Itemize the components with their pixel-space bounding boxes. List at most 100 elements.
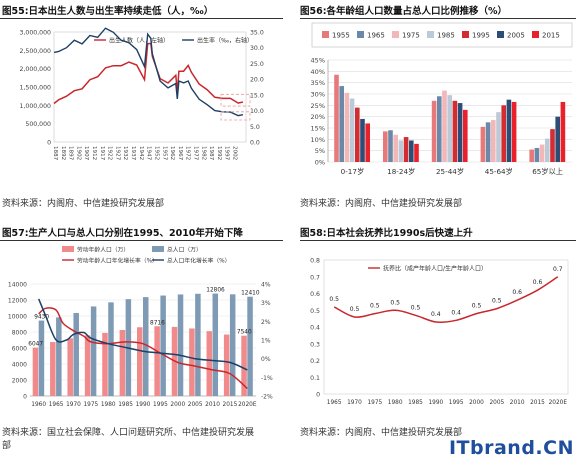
y-right-tick: 0.0	[250, 140, 260, 147]
y-right-tick: 30.0	[250, 45, 264, 52]
y-tick: 0	[316, 392, 320, 399]
figure-number: 图55:	[2, 6, 29, 17]
series-births-line	[53, 42, 244, 105]
data-label: 0.5	[350, 306, 360, 313]
x-tick: 1957	[161, 146, 167, 161]
x-tick: 45-64岁	[485, 167, 513, 176]
legend-label: 1965	[367, 32, 385, 40]
plot-frame	[53, 31, 247, 143]
bar	[491, 120, 496, 162]
legend-swatch	[357, 31, 364, 38]
panel-working-pop: 图57:生产人口与总人口分别在1995、2010年开始下降 劳动年龄人口（万） 总…	[0, 222, 285, 461]
legend-label: 1975	[402, 32, 420, 40]
y-right-tick: 25.0	[250, 61, 264, 68]
bar	[360, 118, 365, 162]
bar	[550, 129, 555, 162]
x-tick: 1912	[91, 146, 97, 160]
legend-label: 2005	[507, 32, 525, 40]
panel-birth: 图55:日本出生人数与出生率持续走低（人，‰） 0 500,000 1,000,00…	[0, 0, 285, 220]
bar	[388, 130, 393, 162]
y-right-tick: 1%	[261, 338, 271, 345]
legend-swatch	[497, 31, 504, 38]
x-tick: 1947	[146, 146, 152, 161]
legend-label: 总人口年化增长率（%）	[167, 257, 230, 265]
x-tick: 1975	[83, 402, 98, 408]
bar	[457, 103, 463, 162]
bar	[365, 123, 370, 162]
data-label: 0.5	[411, 304, 421, 311]
bar-working-age	[241, 335, 247, 396]
bar-total	[108, 302, 114, 396]
y-tick: 0.3	[310, 341, 320, 348]
title-text: 各年龄组人口数量占总人口比例推移（%）	[326, 6, 508, 17]
plot-frame	[323, 259, 569, 395]
y-left-tick: 2000	[12, 378, 27, 385]
source-note: 资料来源：内阁府、中信建投研究发展部	[2, 199, 165, 209]
panel-age-groups: 图56:各年龄组人口数量占总人口比例推移（%） 1955 1965 1975 1985…	[300, 0, 580, 220]
bar	[414, 143, 419, 162]
bar	[496, 112, 501, 162]
legend-swatch	[532, 31, 539, 38]
bar	[383, 131, 388, 162]
bar	[403, 137, 409, 162]
x-tick: 2010	[205, 402, 220, 408]
y-left-tick: 3,000,000	[20, 30, 52, 37]
legend-swatch	[462, 31, 469, 38]
x-tick: 1992	[216, 146, 222, 160]
bar	[529, 149, 534, 162]
source-note: 资料来源：内阁府、中信建投研究发展部	[300, 428, 463, 438]
bar-total	[73, 313, 79, 396]
legend-label: 1985	[437, 32, 455, 40]
bar	[506, 99, 512, 162]
y-left-tick: 2,500,000	[20, 48, 52, 55]
y-tick: 35%	[311, 79, 325, 87]
y-right-tick: -2%	[261, 394, 273, 401]
bar	[339, 86, 344, 162]
data-label: 0.5	[370, 303, 380, 310]
site-watermark: ITbrand.CN	[449, 437, 574, 459]
panel-dependency: 图58:日本社会抚养比1990s后快速上升 0 0.1 0.2 0.3 0.4 0.5 0.…	[300, 222, 580, 461]
bar-working-age	[223, 334, 230, 396]
bar-total	[143, 297, 149, 396]
y-left-tick: 0	[47, 140, 51, 147]
y-right-tick: 35.0	[250, 30, 264, 37]
y-left-tick: 10000	[8, 314, 27, 321]
chart-title: 图58:日本社会抚养比1990s后快速上升	[300, 225, 473, 239]
legend-box	[311, 22, 573, 48]
x-tick: 1990	[428, 400, 443, 406]
bar	[463, 109, 468, 162]
x-tick: 65岁以上	[532, 167, 563, 176]
x-tick: 2005	[489, 400, 504, 406]
bar-working-age	[67, 338, 73, 396]
bar-total	[56, 317, 62, 396]
x-tick: 1937	[130, 146, 136, 161]
bar-working-age	[189, 328, 195, 396]
series-working-growth-line	[38, 307, 248, 390]
bar	[501, 105, 506, 162]
legend-swatch	[322, 31, 329, 38]
bar	[560, 101, 566, 162]
data-label: 9430	[34, 315, 49, 321]
bar-working-age	[32, 347, 39, 396]
y-tick: 0.1	[310, 375, 320, 382]
title-text: 日本出生人数与出生率持续走低（人，‰）	[28, 6, 214, 17]
y-left-tick: 500,000	[25, 121, 51, 128]
bar-working-age	[206, 331, 213, 396]
x-tick: 1932	[122, 146, 128, 160]
legend-label: 1995	[472, 32, 490, 40]
y-tick: 20%	[311, 113, 325, 121]
bar	[437, 96, 442, 162]
x-tick: 1927	[114, 146, 120, 161]
title-underline	[300, 240, 576, 241]
y-right-tick: 3%	[261, 300, 271, 307]
bar-working-age	[84, 335, 91, 396]
title-underline	[300, 18, 576, 19]
data-label: 7540	[237, 330, 252, 336]
y-right-tick: 0%	[261, 356, 271, 363]
legend-label: 抚养比（成产年龄人口/生产年龄人口）	[383, 265, 487, 273]
highlight-births	[220, 93, 251, 107]
y-left-tick: 2,000,000	[20, 66, 52, 73]
bar-working-age	[50, 342, 56, 396]
data-label: 12410	[241, 291, 260, 297]
y-tick: 0.8	[310, 258, 320, 265]
